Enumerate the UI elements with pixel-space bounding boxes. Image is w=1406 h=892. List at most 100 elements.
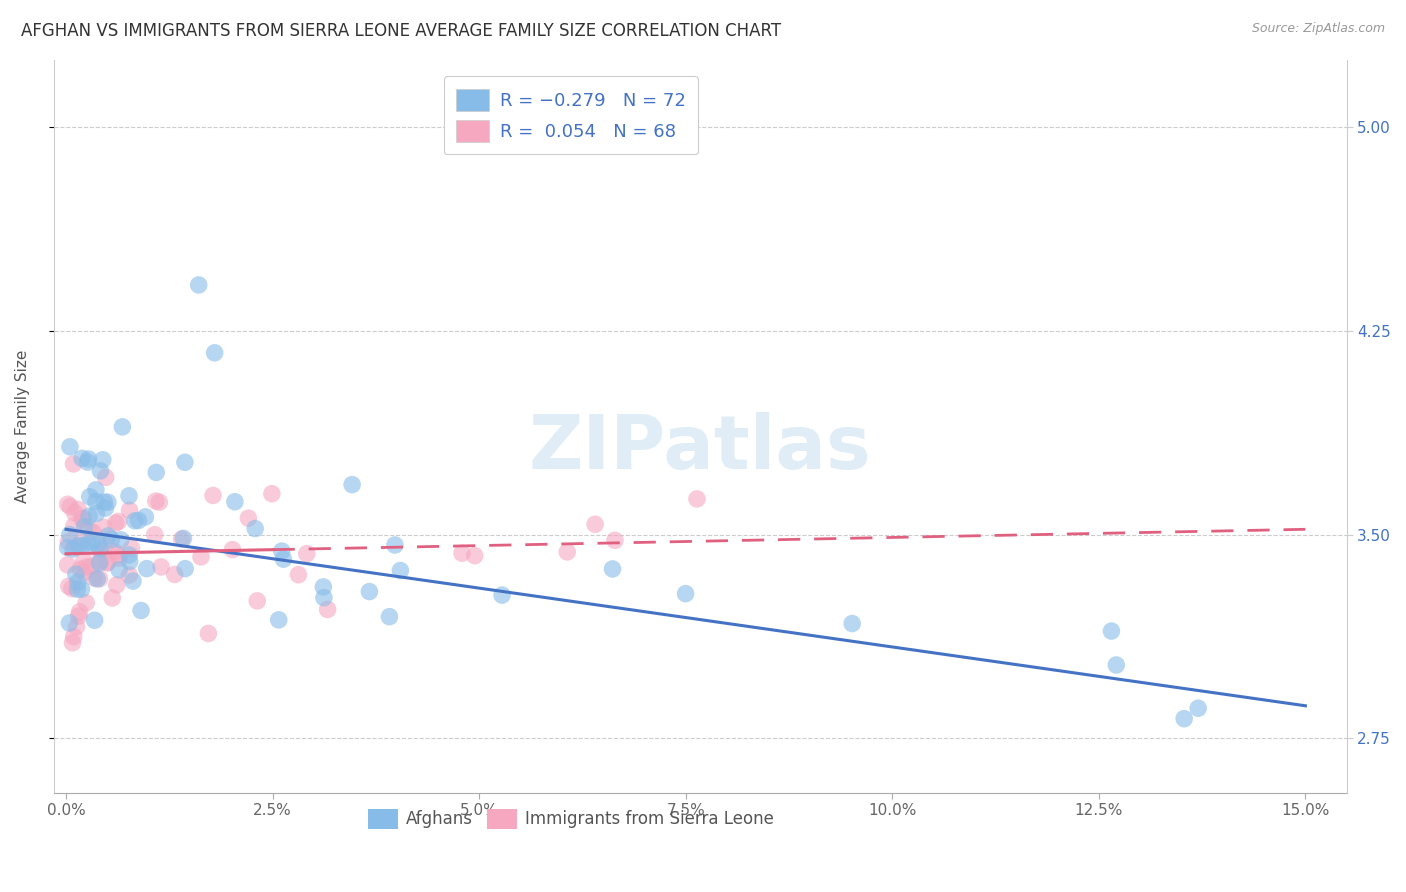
Point [583, 517, 606, 532]
Point [1099, 624, 1122, 638]
Point [170, 532, 193, 546]
Point [122, 574, 145, 588]
Point [118, 554, 141, 568]
Point [1187, 701, 1209, 715]
Point [66, 575, 89, 590]
Point [221, 542, 243, 557]
Point [224, 494, 246, 508]
Point [86, 572, 108, 586]
Point [75, 596, 97, 610]
Point [72, 511, 94, 525]
Point [93, 520, 115, 534]
Point [295, 547, 318, 561]
Point [62, 630, 84, 644]
Point [118, 503, 141, 517]
Point [89, 544, 111, 558]
Point [76, 455, 98, 469]
Point [145, 494, 167, 508]
Point [56, 497, 79, 511]
Point [260, 486, 283, 500]
Point [384, 538, 406, 552]
Point [89, 555, 111, 569]
Point [204, 346, 226, 360]
Point [82, 535, 104, 549]
Point [602, 562, 624, 576]
Point [72, 533, 94, 548]
Point [66, 502, 89, 516]
Point [464, 549, 486, 563]
Point [62, 457, 84, 471]
Point [77, 536, 100, 550]
Point [101, 591, 124, 605]
Point [202, 488, 225, 502]
Point [491, 588, 513, 602]
Point [97, 529, 120, 543]
Point [87, 536, 110, 550]
Point [100, 533, 122, 547]
Point [340, 477, 363, 491]
Point [174, 562, 197, 576]
Point [58, 615, 80, 630]
Point [603, 533, 626, 548]
Point [56, 541, 79, 555]
Point [273, 552, 295, 566]
Point [89, 556, 111, 570]
Point [86, 506, 108, 520]
Point [841, 616, 863, 631]
Point [238, 511, 260, 525]
Point [62, 636, 84, 650]
Point [287, 567, 309, 582]
Point [84, 494, 107, 508]
Point [143, 528, 166, 542]
Point [89, 572, 111, 586]
Point [378, 609, 401, 624]
Point [359, 584, 381, 599]
Point [118, 489, 141, 503]
Point [69, 605, 91, 619]
Point [89, 464, 111, 478]
Point [246, 594, 269, 608]
Point [1173, 712, 1195, 726]
Point [63, 506, 86, 520]
Point [94, 470, 117, 484]
Point [121, 541, 143, 556]
Point [60, 582, 83, 596]
Point [84, 483, 107, 497]
Point [675, 587, 697, 601]
Point [316, 602, 339, 616]
Point [555, 545, 578, 559]
Point [69, 562, 91, 576]
Point [91, 452, 114, 467]
Point [245, 522, 267, 536]
Point [76, 560, 98, 574]
Point [134, 509, 156, 524]
Point [148, 495, 170, 509]
Point [77, 509, 100, 524]
Point [72, 512, 94, 526]
Point [72, 539, 94, 553]
Point [94, 501, 117, 516]
Point [190, 549, 212, 564]
Point [105, 578, 128, 592]
Point [187, 277, 209, 292]
Point [96, 556, 118, 570]
Point [67, 609, 90, 624]
Point [59, 527, 82, 541]
Point [174, 455, 197, 469]
Point [73, 519, 96, 533]
Point [128, 514, 150, 528]
Point [70, 451, 93, 466]
Point [111, 420, 134, 434]
Point [79, 490, 101, 504]
Point [124, 514, 146, 528]
Point [150, 560, 173, 574]
Point [93, 495, 115, 509]
Point [197, 626, 219, 640]
Point [65, 567, 87, 582]
Point [104, 516, 127, 530]
Point [62, 542, 84, 557]
Point [135, 561, 157, 575]
Point [686, 491, 709, 506]
Point [104, 545, 127, 559]
Point [145, 466, 167, 480]
